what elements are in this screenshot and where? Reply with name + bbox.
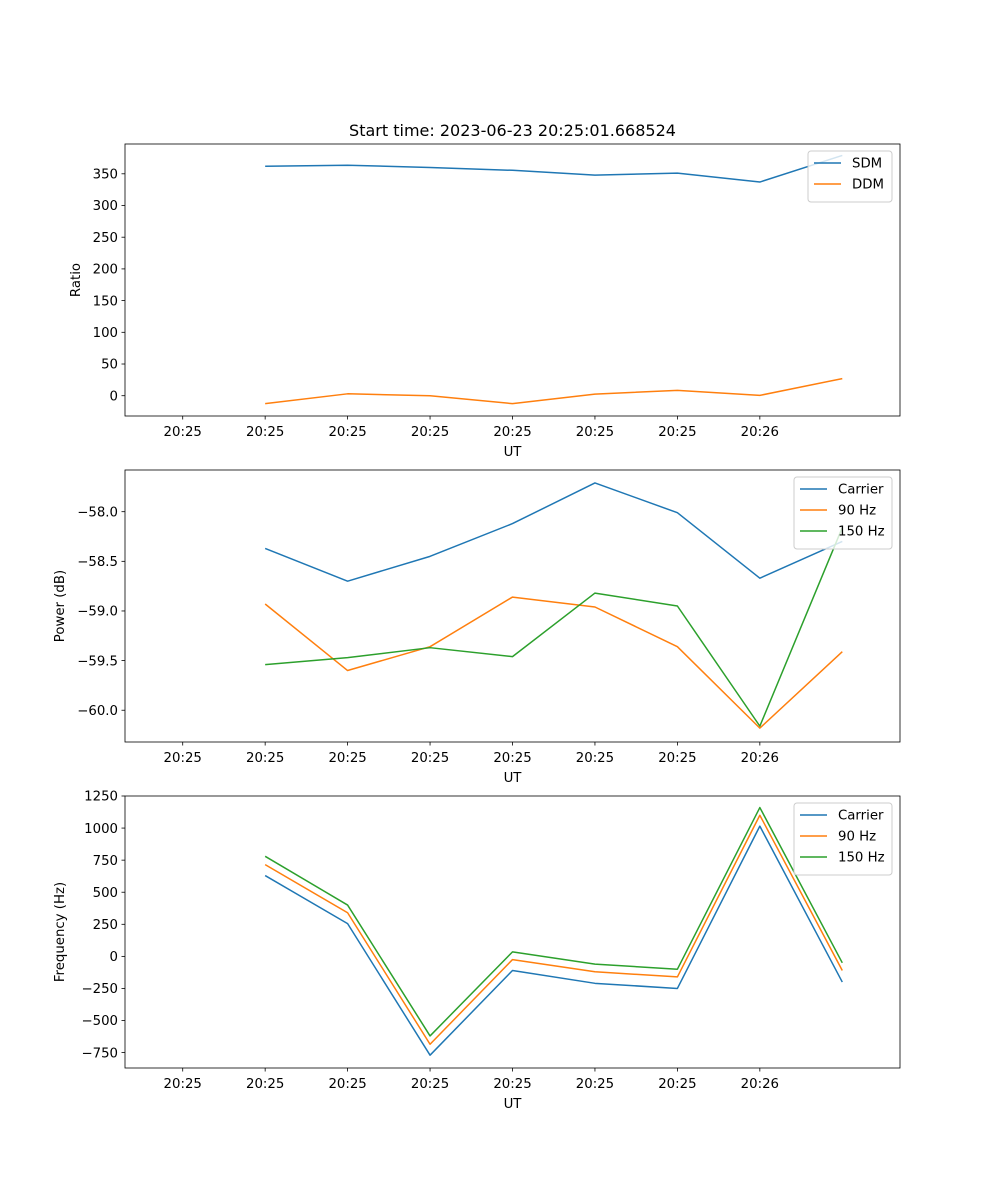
legend: Carrier 90 Hz 150 Hz: [793, 476, 893, 550]
x-tick-label: 20:25: [246, 751, 284, 766]
x-tick-label: 20:25: [246, 425, 284, 440]
panel-3: 20:25 20:25 20:25 20:25 20:25 20:25 20:25 20:26…: [53, 790, 901, 1112]
x-tick-label: 20:26: [741, 751, 779, 766]
legend-label: 90 Hz: [838, 504, 876, 519]
legend-label: 150 Hz: [838, 525, 885, 540]
series-line-sdm: [265, 154, 843, 183]
x-tick-label: 20:25: [164, 1077, 202, 1092]
y-tick-label: 100: [93, 326, 118, 341]
y-tick-label: 0: [110, 389, 118, 404]
x-axis-label: UT: [504, 445, 523, 460]
axes-frame: [124, 143, 901, 417]
x-tick-label: 20:25: [576, 425, 614, 440]
x-tick-label: 20:25: [493, 1077, 531, 1092]
y-axis-label: Ratio: [69, 263, 84, 297]
legend-label: Carrier: [838, 483, 884, 498]
y-tick-label: 250: [93, 918, 118, 933]
y-tick-label: −59.5: [77, 654, 118, 669]
y-tick-label: 750: [93, 854, 118, 869]
x-tick-label: 20:25: [328, 1077, 366, 1092]
panel-2: 20:25 20:25 20:25 20:25 20:25 20:25 20:25 20:26…: [53, 469, 901, 786]
x-tick-label: 20:25: [328, 425, 366, 440]
x-tick-label: 20:25: [164, 425, 202, 440]
axes-frame: [124, 795, 901, 1069]
x-tick-label: 20:25: [493, 751, 531, 766]
legend: Carrier 90 Hz 150 Hz: [793, 802, 893, 876]
legend-label: 150 Hz: [838, 851, 885, 866]
legend-label: DDM: [852, 178, 884, 193]
y-tick-label: −58.0: [77, 505, 118, 520]
x-tick-label: 20:26: [741, 425, 779, 440]
y-tick-label: 1000: [84, 822, 118, 837]
y-tick-label: 200: [93, 263, 118, 278]
x-tick-label: 20:25: [658, 1077, 696, 1092]
y-tick-label: −60.0: [77, 704, 118, 719]
x-tick-label: 20:25: [576, 1077, 614, 1092]
x-tick-label: 20:26: [741, 1077, 779, 1092]
x-tick-label: 20:25: [493, 425, 531, 440]
chart-title: Start time: 2023-06-23 20:25:01.668524: [349, 121, 676, 140]
x-axis-label: UT: [504, 771, 523, 786]
x-tick-label: 20:25: [328, 751, 366, 766]
series-line-90-hz: [264, 596, 843, 729]
x-tick-label: 20:25: [411, 751, 449, 766]
y-tick-label: 0: [110, 950, 118, 965]
y-tick-label: 1250: [84, 790, 118, 805]
series-line-carrier: [264, 825, 843, 1056]
legend-label: 90 Hz: [838, 830, 876, 845]
legend: SDM DDM: [807, 150, 893, 203]
x-tick-label: 20:25: [246, 1077, 284, 1092]
y-tick-label: 500: [93, 886, 118, 901]
legend-label: SDM: [852, 157, 882, 172]
series-line-carrier: [264, 482, 843, 582]
axes-frame: [124, 469, 901, 743]
x-tick-label: 20:25: [658, 751, 696, 766]
y-tick-label: 150: [93, 294, 118, 309]
y-axis-label: Frequency (Hz): [53, 882, 68, 982]
y-tick-label: −250: [81, 982, 118, 997]
y-tick-label: −58.5: [77, 555, 118, 570]
y-tick-label: 300: [93, 199, 118, 214]
y-tick-label: −500: [81, 1014, 118, 1029]
y-tick-label: 50: [101, 358, 118, 373]
panel-1: 20:25 20:25 20:25 20:25 20:25 20:25 20:25 20:26…: [69, 121, 901, 460]
legend-label: Carrier: [838, 809, 884, 824]
y-axis-label: Power (dB): [53, 570, 68, 642]
x-tick-label: 20:25: [576, 751, 614, 766]
series-line-ddm: [265, 377, 843, 405]
series-line-150-hz: [265, 527, 843, 727]
x-tick-label: 20:25: [411, 425, 449, 440]
y-tick-label: 250: [93, 231, 118, 246]
x-axis-label: UT: [504, 1097, 523, 1112]
x-tick-label: 20:25: [658, 425, 696, 440]
series-line-150-hz: [264, 806, 843, 1037]
series-line-90-hz: [264, 814, 843, 1046]
x-tick-label: 20:25: [411, 1077, 449, 1092]
y-tick-label: 350: [93, 167, 118, 182]
y-tick-label: −750: [81, 1046, 118, 1061]
x-tick-label: 20:25: [164, 751, 202, 766]
y-tick-label: −59.0: [77, 605, 118, 620]
